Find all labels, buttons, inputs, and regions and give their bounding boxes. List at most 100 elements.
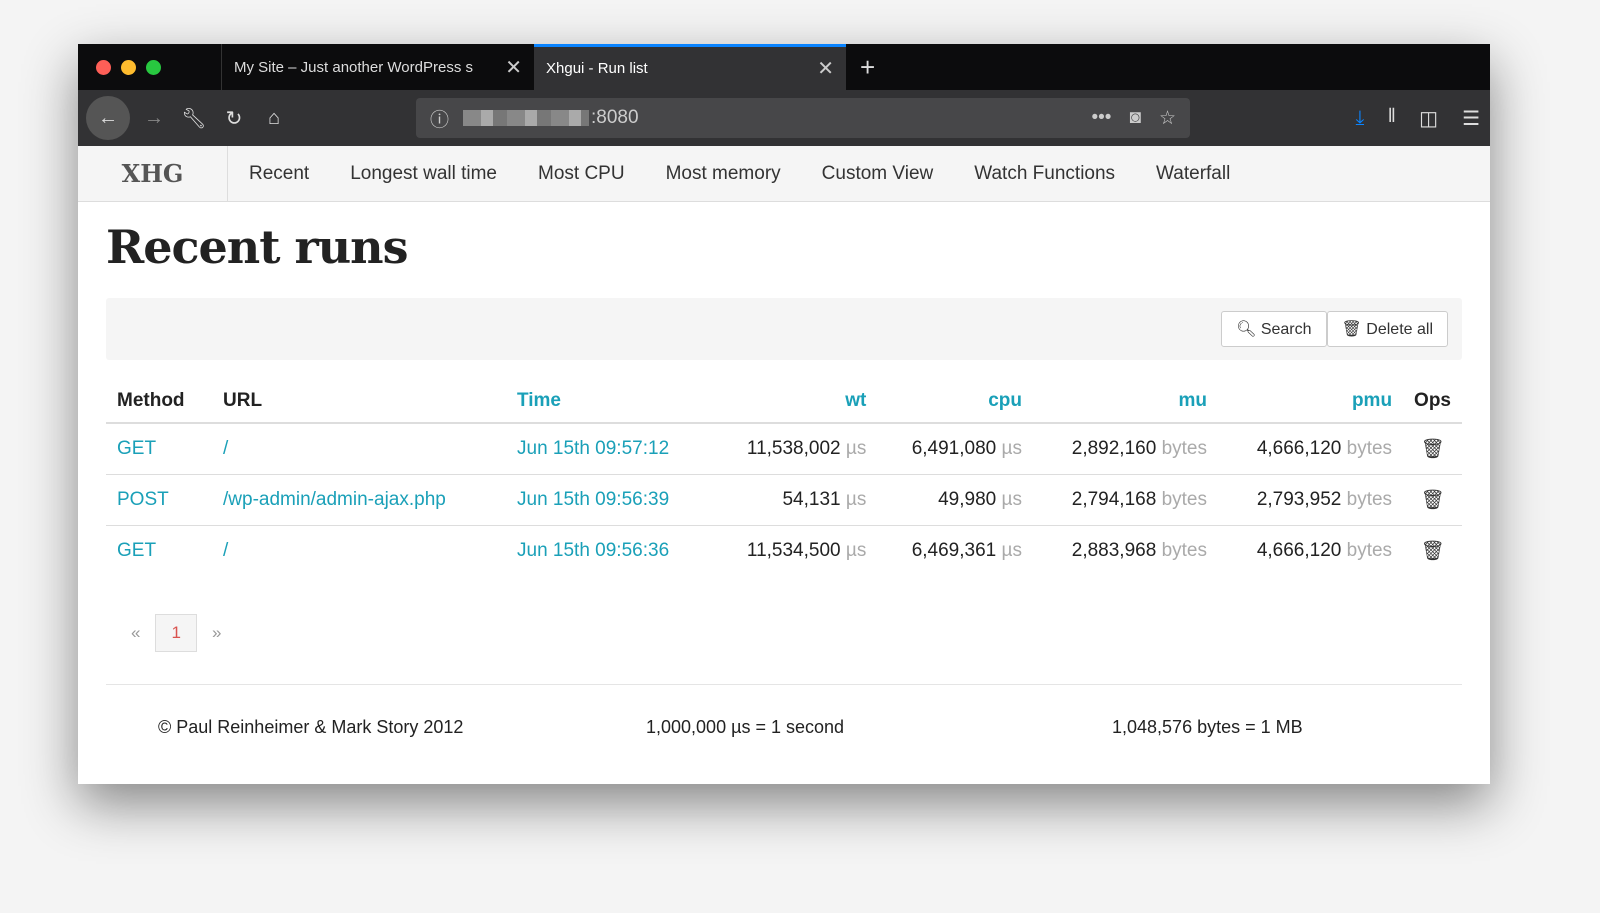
unit: bytes (1161, 438, 1207, 459)
url-link[interactable]: / (212, 423, 506, 475)
method-link[interactable]: POST (106, 474, 212, 526)
page-1[interactable]: 1 (155, 614, 197, 652)
delete-all-label: Delete all (1366, 321, 1433, 338)
header-wt[interactable]: wt (710, 380, 878, 424)
unit: µs (845, 540, 867, 561)
address-bar[interactable]: ⓘ :8080 ••• ◙ ☆ (416, 98, 1190, 138)
more-icon[interactable]: ••• (1091, 106, 1112, 128)
close-tab-icon[interactable]: ✕ (817, 58, 834, 80)
nav-watch-functions[interactable]: Watch Functions (974, 162, 1116, 184)
time-link[interactable]: Jun 15th 09:57:12 (506, 423, 711, 475)
header-method: Method (106, 380, 212, 424)
url-text: :8080 (591, 107, 639, 128)
runs-table: Method URL Time wt cpu mu pmu Ops GET / … (106, 380, 1462, 576)
nav-most-cpu[interactable]: Most CPU (538, 162, 625, 184)
download-icon[interactable]: ⤓ (1355, 106, 1365, 129)
close-window-button[interactable] (96, 59, 111, 75)
tab-title: My Site – Just another WordPress s (234, 58, 473, 76)
nav-longest-wall-time[interactable]: Longest wall time (350, 162, 497, 184)
url-link[interactable]: / (223, 540, 229, 561)
search-icon: 🔍︎ (1236, 321, 1257, 338)
search-button[interactable]: 🔍︎ Search (1221, 311, 1327, 347)
footer: © Paul Reinheimer & Mark Story 2012 1,00… (106, 684, 1462, 738)
page-title: Recent runs (106, 220, 409, 274)
cpu-value: 6,469,361 (911, 540, 997, 561)
delete-run-trash-icon[interactable]: 🗑︎ (1403, 474, 1462, 526)
info-icon[interactable]: ⓘ (430, 109, 450, 131)
mu-cell: 2,892,160 bytes (1032, 423, 1218, 475)
unit: bytes (1346, 438, 1393, 459)
unit: bytes (1161, 489, 1207, 510)
brand-logo[interactable]: XHG (78, 146, 228, 201)
blurred-host (463, 110, 590, 126)
reload-button[interactable]: ↻ (225, 107, 243, 130)
forward-button[interactable]: → (144, 106, 164, 129)
time-note: 1,000,000 µs = 1 second (646, 717, 845, 737)
wt-value: 11,538,002 (746, 438, 841, 459)
prev-page[interactable]: « (131, 623, 141, 642)
new-tab-button[interactable]: + (860, 51, 876, 82)
mu-cell: 2,883,968 bytes (1033, 526, 1218, 577)
table-row: GET / Jun 15th 09:56:36 11,534,500 µs 6,… (106, 526, 1462, 577)
method-link[interactable]: GET (117, 540, 157, 561)
pmu-value: 4,666,120 (1256, 438, 1342, 459)
time-link[interactable]: Jun 15th 09:56:36 (517, 540, 670, 561)
cpu-value: 49,980 (938, 489, 997, 510)
bookmark-star-icon[interactable]: ☆ (1158, 107, 1176, 129)
wt-value: 54,131 (782, 489, 841, 510)
unit: µs (1001, 540, 1022, 561)
header-pmu[interactable]: pmu (1217, 380, 1404, 424)
app-nav: XHG Recent Longest wall time Most CPU Mo… (78, 146, 1490, 202)
nav-custom-view[interactable]: Custom View (821, 162, 934, 184)
mu-value: 2,883,968 (1071, 540, 1157, 561)
method-link[interactable]: GET (106, 423, 212, 475)
wt-cell: 11,534,500 µs (711, 526, 877, 577)
table-row: POST /wp-admin/admin-ajax.php Jun 15th 0… (106, 474, 1462, 526)
pocket-icon[interactable]: ◙ (1129, 106, 1141, 128)
header-time[interactable]: Time (506, 380, 711, 424)
tab-my-site[interactable]: My Site – Just another WordPress s ✕ (222, 44, 534, 90)
nav-most-memory[interactable]: Most memory (665, 162, 781, 184)
pmu-value: 4,666,120 (1256, 540, 1342, 561)
nav-toolbar: ← → 🔧︎ ↻ ⌂ ⓘ :8080 ••• ◙ ☆ ⤓ 𝍪 ◫ ☰ (78, 90, 1490, 146)
delete-all-button[interactable]: 🗑︎ Delete all (1326, 311, 1448, 347)
mu-value: 2,892,160 (1071, 438, 1157, 459)
cpu-cell: 6,491,080 µs (877, 423, 1033, 475)
nav-recent[interactable]: Recent (249, 162, 310, 184)
tab-xhgui[interactable]: Xhgui - Run list ✕ (534, 44, 846, 90)
tab-bar: My Site – Just another WordPress s ✕ Xhgu… (78, 44, 1490, 90)
next-page[interactable]: » (211, 623, 222, 642)
home-button[interactable]: ⌂ (267, 106, 281, 129)
library-icon[interactable]: 𝍪 (1388, 105, 1396, 127)
tab-title: Xhgui - Run list (546, 60, 648, 77)
maximize-window-button[interactable] (146, 59, 161, 75)
memory-note: 1,048,576 bytes = 1 MB (1112, 717, 1303, 737)
browser-window: My Site – Just another WordPress s ✕ Xhgu… (78, 44, 1490, 784)
delete-run-trash-icon[interactable]: 🗑︎ (1420, 541, 1445, 562)
trash-icon: 🗑︎ (1341, 321, 1362, 338)
nav-waterfall[interactable]: Waterfall (1156, 162, 1231, 184)
time-link[interactable]: Jun 15th 09:56:39 (506, 474, 711, 526)
wt-value: 11,534,500 (746, 540, 841, 561)
mu-value: 2,794,168 (1071, 489, 1157, 510)
delete-run-trash-icon[interactable]: 🗑︎ (1403, 423, 1462, 475)
header-ops: Ops (1403, 380, 1462, 424)
back-button[interactable]: ← (86, 96, 130, 140)
header-mu[interactable]: mu (1032, 380, 1218, 424)
wt-cell: 11,538,002 µs (710, 423, 878, 475)
wt-cell: 54,131 µs (710, 474, 878, 526)
sidebar-icon[interactable]: ◫ (1419, 107, 1439, 130)
minimize-window-button[interactable] (121, 59, 136, 75)
url-link[interactable]: /wp-admin/admin-ajax.php (212, 474, 506, 526)
cpu-value: 6,491,080 (911, 438, 997, 459)
menu-icon[interactable]: ☰ (1462, 107, 1480, 130)
header-cpu[interactable]: cpu (877, 380, 1033, 424)
mu-cell: 2,794,168 bytes (1032, 474, 1218, 526)
window-controls (78, 44, 222, 90)
cpu-cell: 6,469,361 µs (877, 526, 1033, 577)
table-row: GET / Jun 15th 09:57:12 11,538,002 µs 6,… (106, 423, 1462, 475)
unit: µs (1001, 438, 1022, 459)
close-tab-icon[interactable]: ✕ (505, 56, 522, 79)
pmu-cell: 4,666,120 bytes (1217, 423, 1404, 475)
wrench-icon[interactable]: 🔧︎ (181, 107, 207, 130)
